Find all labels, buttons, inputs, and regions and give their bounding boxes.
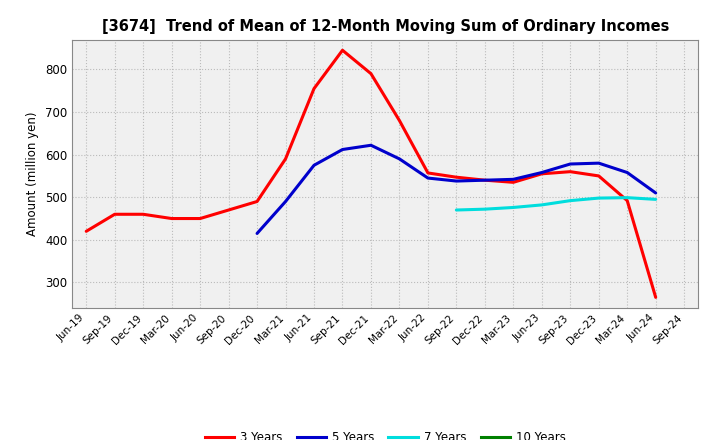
3 Years <box>167 216 176 221</box>
Title: [3674]  Trend of Mean of 12-Month Moving Sum of Ordinary Incomes: [3674] Trend of Mean of 12-Month Moving … <box>102 19 669 34</box>
5 Years <box>480 178 489 183</box>
Line: 7 Years: 7 Years <box>456 198 656 210</box>
3 Years <box>82 229 91 234</box>
Line: 5 Years: 5 Years <box>257 145 656 234</box>
3 Years <box>509 180 518 185</box>
5 Years <box>282 199 290 204</box>
5 Years <box>253 231 261 236</box>
5 Years <box>423 176 432 181</box>
3 Years <box>623 198 631 203</box>
Line: 3 Years: 3 Years <box>86 50 656 297</box>
3 Years <box>338 48 347 53</box>
5 Years <box>310 163 318 168</box>
5 Years <box>338 147 347 152</box>
3 Years <box>139 212 148 217</box>
3 Years <box>196 216 204 221</box>
3 Years <box>652 295 660 300</box>
3 Years <box>282 156 290 161</box>
3 Years <box>225 207 233 213</box>
5 Years <box>452 178 461 183</box>
7 Years <box>537 202 546 208</box>
3 Years <box>310 86 318 91</box>
3 Years <box>566 169 575 174</box>
3 Years <box>423 170 432 176</box>
5 Years <box>623 170 631 175</box>
5 Years <box>652 191 660 196</box>
5 Years <box>395 156 404 161</box>
3 Years <box>253 199 261 204</box>
7 Years <box>623 195 631 200</box>
3 Years <box>452 175 461 180</box>
Legend: 3 Years, 5 Years, 7 Years, 10 Years: 3 Years, 5 Years, 7 Years, 10 Years <box>200 427 570 440</box>
3 Years <box>395 118 404 123</box>
Y-axis label: Amount (million yen): Amount (million yen) <box>27 112 40 236</box>
5 Years <box>537 170 546 175</box>
7 Years <box>480 206 489 212</box>
5 Years <box>509 177 518 182</box>
5 Years <box>595 161 603 166</box>
3 Years <box>110 212 119 217</box>
5 Years <box>566 161 575 167</box>
3 Years <box>366 71 375 76</box>
3 Years <box>537 171 546 176</box>
7 Years <box>566 198 575 203</box>
7 Years <box>452 207 461 213</box>
5 Years <box>366 143 375 148</box>
7 Years <box>509 205 518 210</box>
7 Years <box>652 197 660 202</box>
3 Years <box>480 178 489 183</box>
7 Years <box>595 195 603 201</box>
3 Years <box>595 173 603 179</box>
